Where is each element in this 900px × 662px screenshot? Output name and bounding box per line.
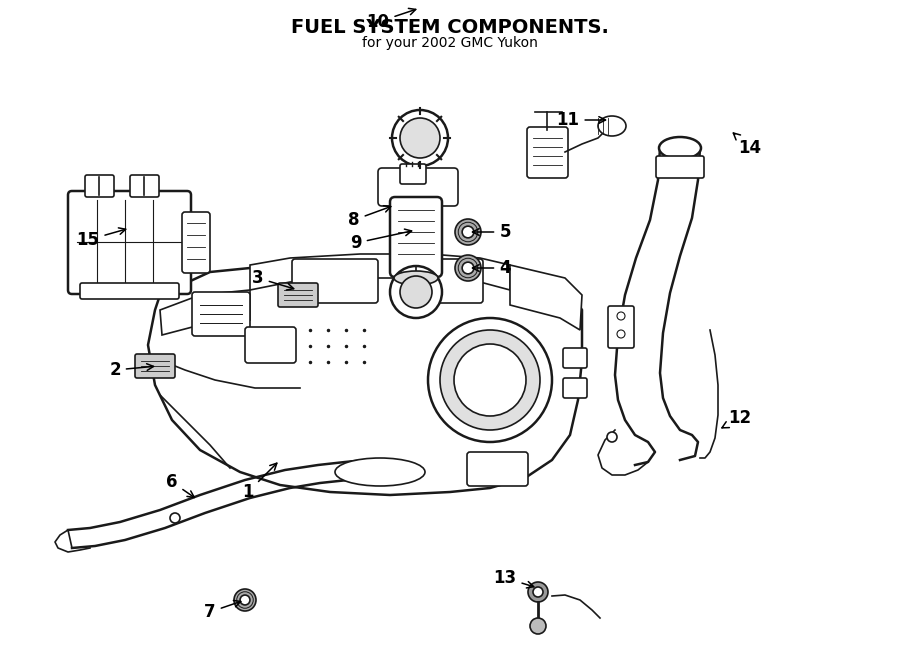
FancyBboxPatch shape [135,354,175,378]
FancyBboxPatch shape [608,306,634,348]
FancyBboxPatch shape [130,175,159,197]
Ellipse shape [659,137,701,159]
Text: 1: 1 [242,463,277,501]
Text: 15: 15 [76,228,126,249]
Circle shape [454,344,526,416]
Text: 3: 3 [252,269,293,290]
Circle shape [455,219,481,245]
Text: 13: 13 [493,569,534,588]
Ellipse shape [394,271,438,285]
FancyBboxPatch shape [85,175,114,197]
Text: 6: 6 [166,473,194,497]
FancyBboxPatch shape [656,156,704,178]
FancyBboxPatch shape [378,168,458,206]
Text: for your 2002 GMC Yukon: for your 2002 GMC Yukon [362,36,538,50]
FancyBboxPatch shape [397,259,483,303]
FancyBboxPatch shape [563,378,587,398]
Circle shape [240,595,250,605]
Circle shape [617,330,625,338]
Circle shape [455,255,481,281]
Circle shape [528,582,548,602]
FancyBboxPatch shape [400,164,426,184]
FancyBboxPatch shape [192,292,250,336]
Text: 2: 2 [109,361,154,379]
Circle shape [463,226,474,238]
Circle shape [607,432,617,442]
Text: 11: 11 [556,111,606,129]
FancyBboxPatch shape [292,259,378,303]
Polygon shape [510,265,582,330]
Circle shape [533,587,543,597]
Circle shape [617,312,625,320]
FancyBboxPatch shape [527,127,568,178]
Circle shape [234,589,256,611]
Polygon shape [250,254,510,290]
Text: 14: 14 [734,133,761,157]
Ellipse shape [335,458,425,486]
Text: 7: 7 [204,600,241,621]
Circle shape [428,318,552,442]
Text: 9: 9 [350,229,411,252]
Text: 12: 12 [722,409,752,428]
FancyBboxPatch shape [563,348,587,368]
Text: 5: 5 [472,223,511,241]
Text: FUEL SYSTEM COMPONENTS.: FUEL SYSTEM COMPONENTS. [291,18,609,37]
Polygon shape [148,262,582,495]
FancyBboxPatch shape [245,327,296,363]
Text: 10: 10 [366,9,416,31]
Circle shape [530,618,546,634]
Circle shape [390,266,442,318]
Circle shape [392,110,448,166]
Circle shape [440,330,540,430]
FancyBboxPatch shape [80,283,179,299]
Circle shape [400,276,432,308]
FancyBboxPatch shape [68,191,191,294]
Ellipse shape [598,116,626,136]
Circle shape [400,118,440,158]
FancyBboxPatch shape [182,212,210,273]
Text: 4: 4 [472,259,511,277]
Circle shape [463,262,474,274]
FancyBboxPatch shape [390,197,442,277]
Polygon shape [160,290,250,335]
Circle shape [170,513,180,523]
FancyBboxPatch shape [467,452,528,486]
Text: 8: 8 [348,206,391,229]
FancyBboxPatch shape [278,283,318,307]
